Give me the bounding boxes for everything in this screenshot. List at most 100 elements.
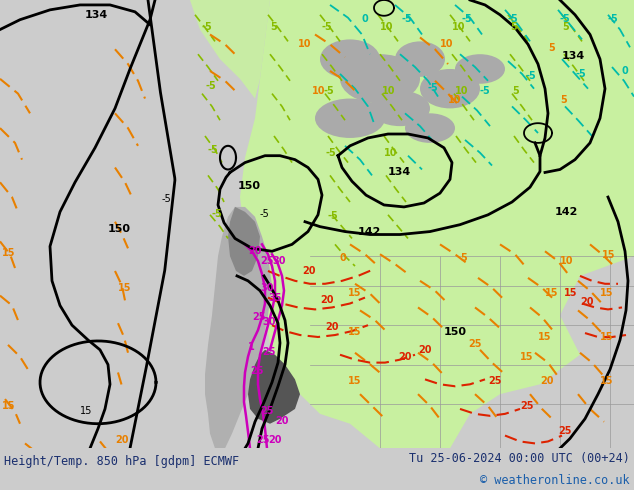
Text: 15: 15 <box>600 332 614 342</box>
Polygon shape <box>228 207 260 276</box>
Text: -5: -5 <box>328 211 339 221</box>
Ellipse shape <box>420 69 480 108</box>
Text: 134: 134 <box>388 168 411 177</box>
Text: 10: 10 <box>298 39 311 49</box>
Text: 25: 25 <box>260 256 273 266</box>
Text: -5: -5 <box>428 83 439 93</box>
Text: 150: 150 <box>108 223 131 234</box>
Text: 142: 142 <box>555 207 578 217</box>
Text: 15: 15 <box>80 406 93 416</box>
Text: 20: 20 <box>268 436 281 445</box>
Text: 10: 10 <box>455 86 469 96</box>
Text: -5: -5 <box>162 194 172 204</box>
Text: -5: -5 <box>324 86 335 96</box>
Text: 134: 134 <box>85 10 108 20</box>
Text: 20: 20 <box>248 246 261 256</box>
Text: 15: 15 <box>600 288 614 297</box>
Text: 5: 5 <box>560 96 567 105</box>
Text: -5: -5 <box>508 14 519 24</box>
Text: 5: 5 <box>562 22 569 31</box>
Text: -5: -5 <box>526 71 537 81</box>
Text: Tu 25-06-2024 00:00 UTC (00+24): Tu 25-06-2024 00:00 UTC (00+24) <box>409 452 630 466</box>
Text: -5: -5 <box>575 69 586 79</box>
Text: -5: -5 <box>208 145 219 155</box>
Polygon shape <box>248 350 300 424</box>
Text: 5: 5 <box>512 86 519 96</box>
Text: 20: 20 <box>325 322 339 332</box>
Text: 20: 20 <box>302 266 316 276</box>
Text: 25: 25 <box>250 367 264 376</box>
Ellipse shape <box>550 2 610 37</box>
Text: 30: 30 <box>262 317 276 327</box>
Text: 15: 15 <box>520 352 533 362</box>
Text: 0: 0 <box>340 253 347 263</box>
Text: 15: 15 <box>348 288 361 297</box>
Ellipse shape <box>450 3 490 26</box>
Text: 20: 20 <box>398 352 411 362</box>
Ellipse shape <box>540 39 580 69</box>
Ellipse shape <box>370 91 430 126</box>
Text: -5: -5 <box>202 22 213 31</box>
Ellipse shape <box>455 54 505 84</box>
Text: 15: 15 <box>348 376 361 386</box>
Text: 134: 134 <box>562 51 585 61</box>
Text: -5: -5 <box>326 147 337 158</box>
Text: -5: -5 <box>212 209 223 219</box>
Text: 142: 142 <box>358 226 382 237</box>
Text: 150: 150 <box>444 327 467 337</box>
Text: 30: 30 <box>272 256 285 266</box>
Text: 10: 10 <box>448 96 462 105</box>
Text: 20: 20 <box>540 376 553 386</box>
Text: -5: -5 <box>322 22 333 31</box>
Ellipse shape <box>340 54 420 103</box>
Text: 25: 25 <box>520 401 533 411</box>
Text: -5: -5 <box>480 86 491 96</box>
Text: -5: -5 <box>608 14 619 24</box>
Text: 10: 10 <box>384 147 398 158</box>
Text: 10: 10 <box>312 86 325 96</box>
Text: 5: 5 <box>460 253 467 263</box>
Text: 10: 10 <box>440 39 453 49</box>
Text: 0: 0 <box>362 14 369 24</box>
Text: -5: -5 <box>260 209 269 219</box>
Polygon shape <box>190 0 270 98</box>
Text: 15: 15 <box>118 283 131 293</box>
Ellipse shape <box>495 5 565 54</box>
Text: -5: -5 <box>462 14 473 24</box>
Text: 30: 30 <box>260 283 273 293</box>
Text: 5: 5 <box>270 22 277 31</box>
Ellipse shape <box>405 113 455 143</box>
Ellipse shape <box>395 41 445 77</box>
Text: 10: 10 <box>452 22 465 31</box>
Text: -5: -5 <box>402 14 413 24</box>
Text: 10: 10 <box>380 22 394 31</box>
Text: 0: 0 <box>622 66 629 76</box>
Text: 10: 10 <box>560 256 574 266</box>
Text: 5: 5 <box>548 43 555 53</box>
Text: 20: 20 <box>320 295 333 305</box>
Text: 1: 1 <box>248 342 255 352</box>
Text: © weatheronline.co.uk: © weatheronline.co.uk <box>481 474 630 488</box>
Text: 150: 150 <box>238 181 261 191</box>
Text: 10: 10 <box>382 86 396 96</box>
Text: 15: 15 <box>564 288 578 297</box>
Text: 25: 25 <box>252 312 266 322</box>
Text: 15: 15 <box>2 401 15 411</box>
Text: 15: 15 <box>348 327 361 337</box>
Text: 25: 25 <box>558 426 571 436</box>
Text: 25: 25 <box>260 406 273 416</box>
Text: 20: 20 <box>580 297 593 307</box>
Text: 25: 25 <box>488 376 501 386</box>
Polygon shape <box>205 207 272 448</box>
Text: 15: 15 <box>2 248 15 258</box>
Text: -5: -5 <box>560 14 571 24</box>
Text: 25: 25 <box>256 436 269 445</box>
Ellipse shape <box>315 98 385 138</box>
Polygon shape <box>240 0 634 448</box>
Ellipse shape <box>475 31 525 67</box>
Text: -5: -5 <box>205 81 216 91</box>
Text: 15: 15 <box>602 250 616 260</box>
Text: 5: 5 <box>510 22 517 31</box>
Text: 15: 15 <box>545 288 559 297</box>
Text: 25: 25 <box>262 347 276 357</box>
